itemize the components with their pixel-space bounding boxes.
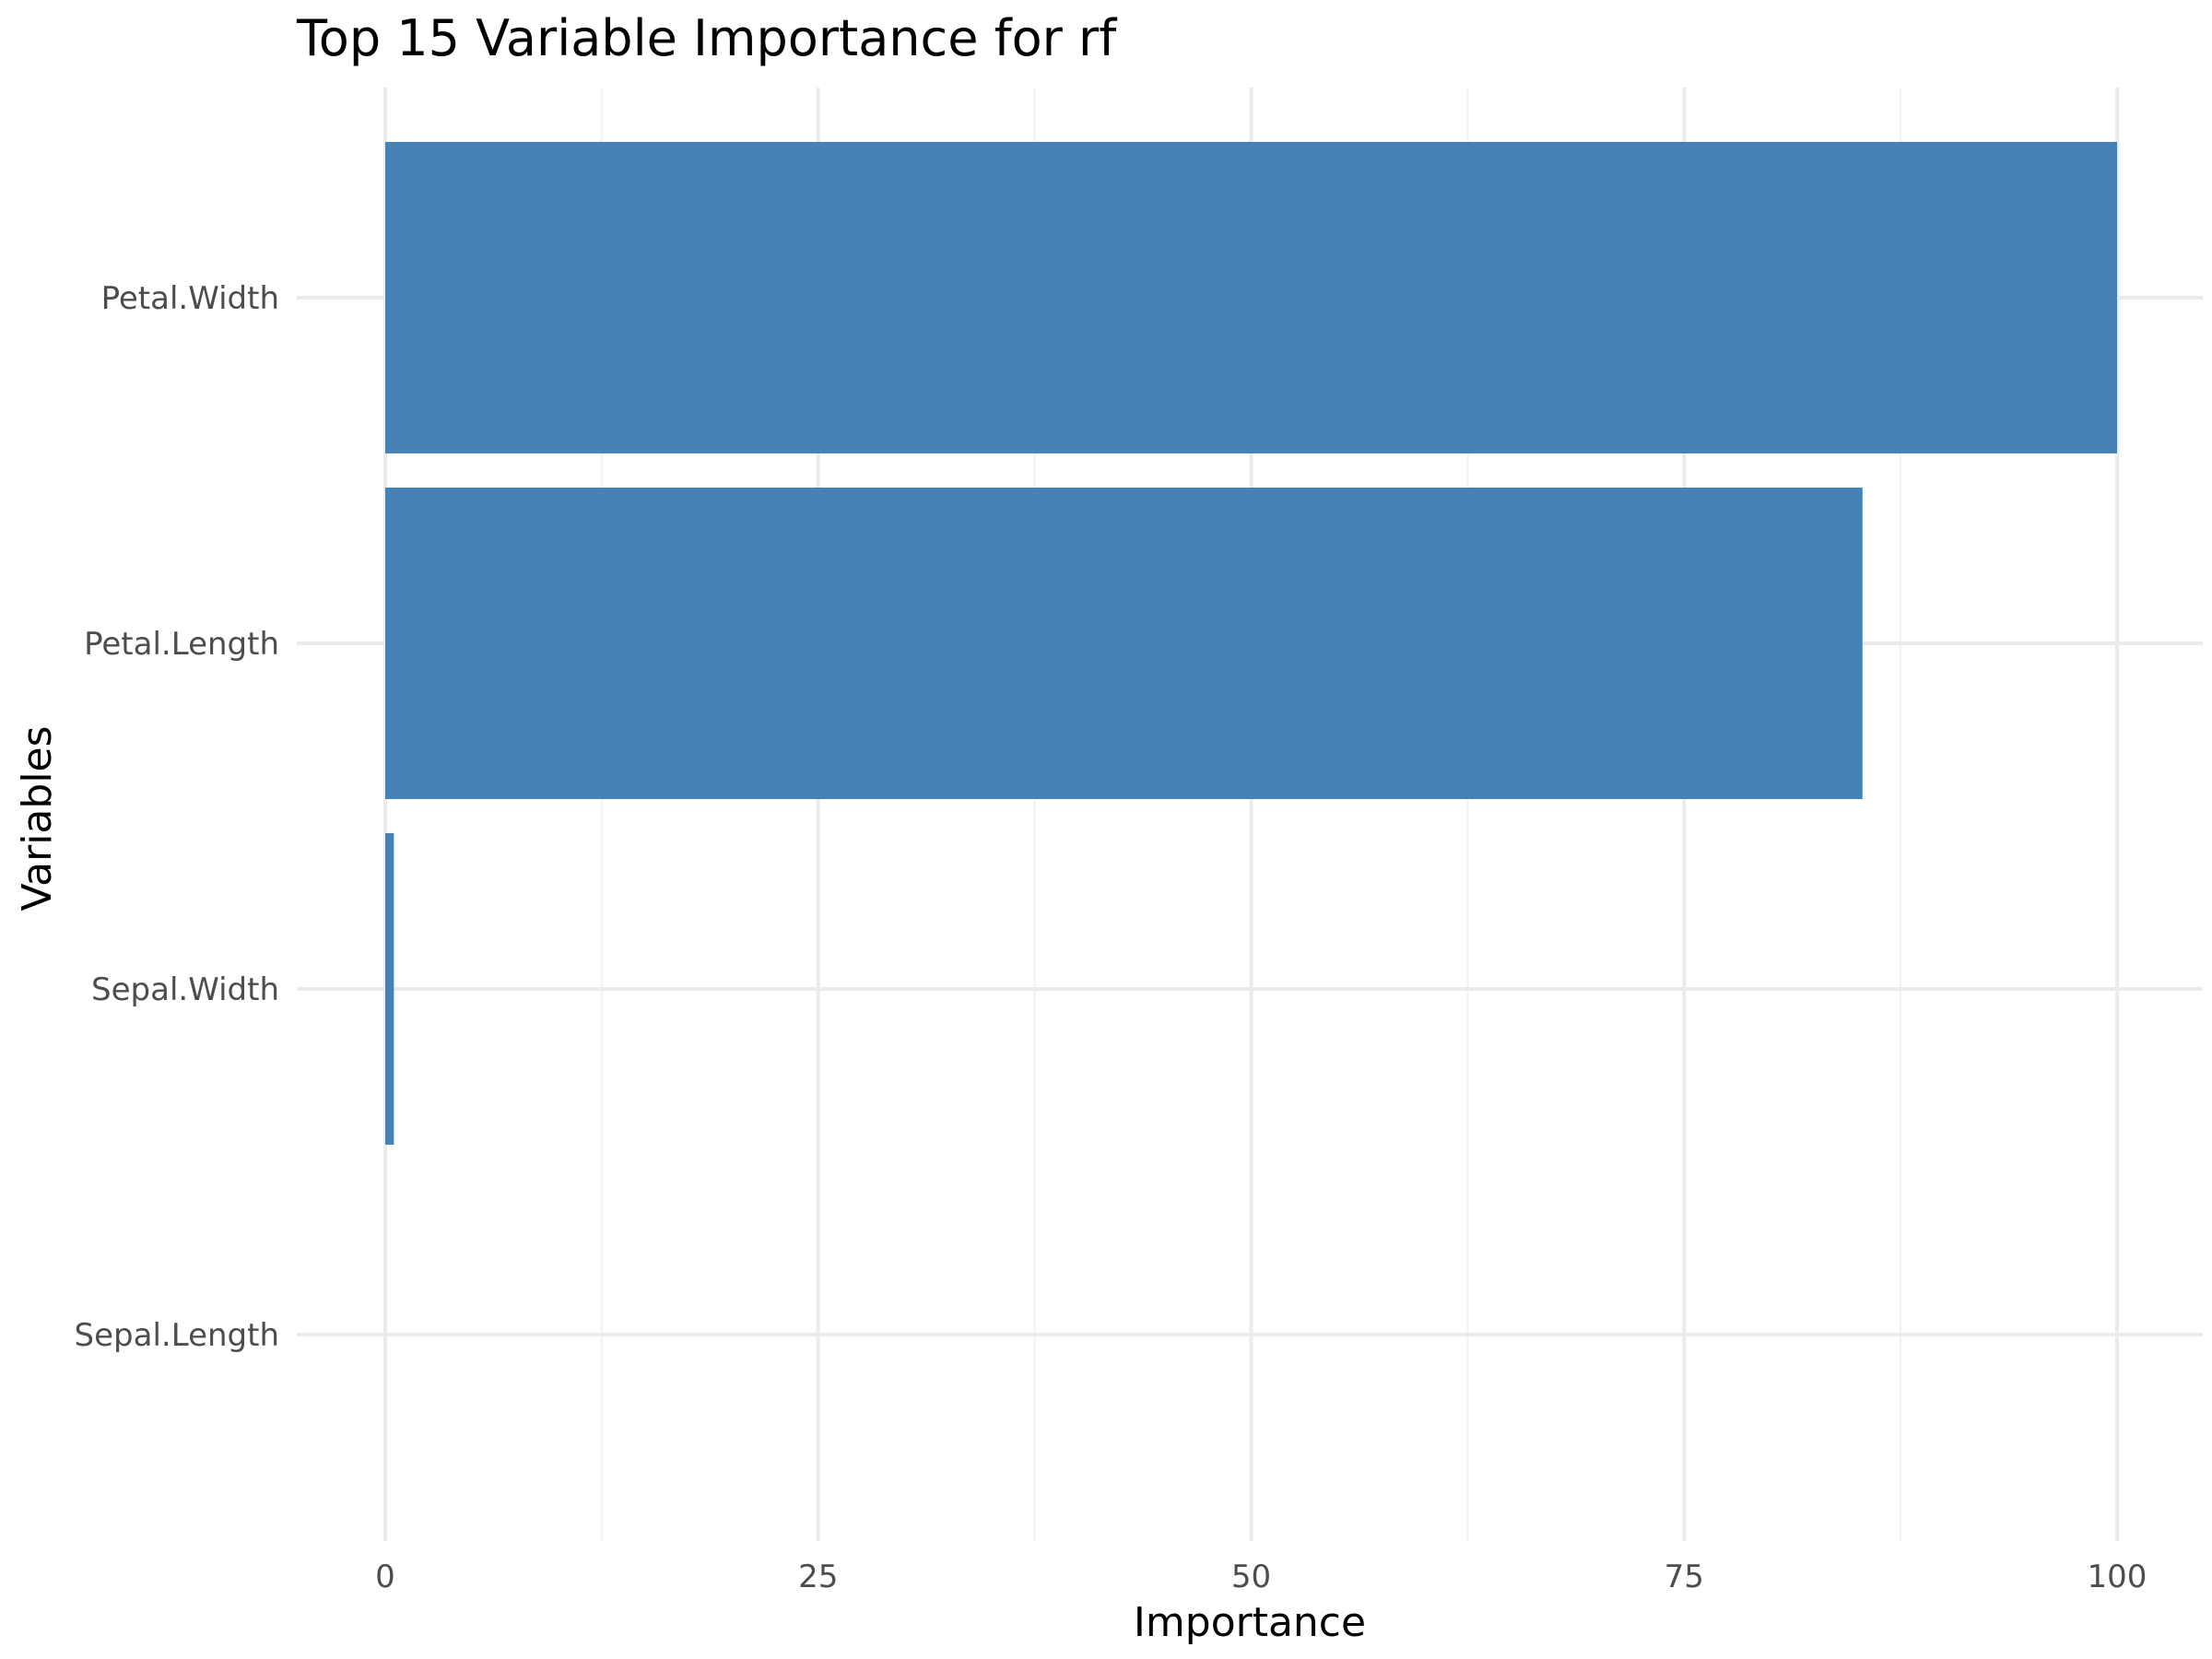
y-tick-label: Sepal.Length — [75, 1317, 279, 1354]
x-tick-label: 100 — [2088, 1559, 2147, 1595]
x-tick-label: 50 — [1231, 1559, 1271, 1595]
x-tick-label: 25 — [798, 1559, 838, 1595]
y-axis-title: Variables — [14, 725, 61, 911]
y-tick-label: Sepal.Width — [91, 971, 279, 1008]
x-axis-title: Importance — [1134, 1599, 1366, 1646]
x-tick-label: 0 — [375, 1559, 395, 1595]
y-axis-ticks: Petal.Width Petal.Length Sepal.Width Sepal.… — [75, 280, 279, 1354]
y-tick-label: Petal.Width — [101, 280, 279, 317]
bars — [385, 142, 2117, 1145]
x-axis-ticks: 0 25 50 75 100 — [375, 1559, 2147, 1595]
x-tick-label: 75 — [1665, 1559, 1704, 1595]
y-tick-label: Petal.Length — [84, 626, 279, 663]
bar-petal-length — [385, 488, 1863, 799]
bar-petal-width — [385, 142, 2117, 453]
chart-title: Top 15 Variable Importance for rf — [296, 9, 1118, 67]
bar-sepal-width — [385, 833, 394, 1145]
